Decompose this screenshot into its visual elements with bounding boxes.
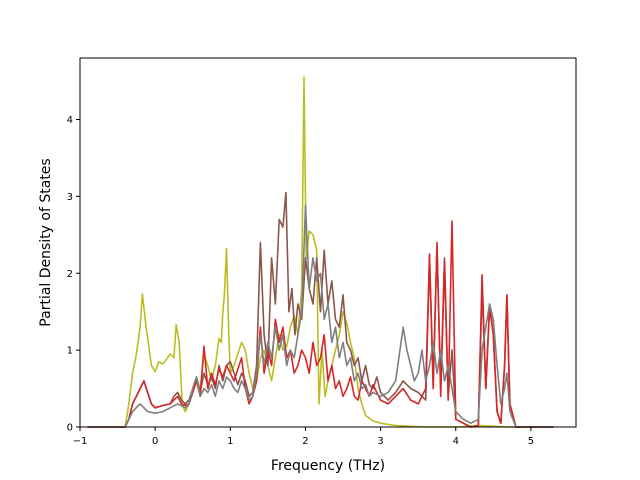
y-tick-label: 4 xyxy=(67,115,73,126)
x-tick-label: 1 xyxy=(227,436,233,447)
x-tick-label: −1 xyxy=(73,436,88,447)
series-layer xyxy=(87,76,554,428)
series-line-4 xyxy=(87,204,554,428)
series-line-1 xyxy=(87,76,554,428)
y-tick-label: 0 xyxy=(67,423,73,434)
x-tick-label: 4 xyxy=(453,436,459,447)
y-tick-label: 3 xyxy=(67,192,73,203)
series-line-3 xyxy=(87,220,554,428)
y-tick-label: 1 xyxy=(67,346,73,357)
x-axis: −1 0 1 2 3 4 5 xyxy=(73,427,534,447)
x-tick-label: 5 xyxy=(528,436,534,447)
y-tick-label: 2 xyxy=(67,269,73,280)
plot-frame xyxy=(79,57,577,428)
x-tick-label: 0 xyxy=(152,436,158,447)
x-axis-title: Frequency (THz) xyxy=(271,458,385,474)
x-tick-label: 3 xyxy=(377,436,383,447)
x-tick-label: 2 xyxy=(302,436,308,447)
y-axis-title: Partial Density of States xyxy=(38,158,54,326)
y-axis: 0 1 2 3 4 xyxy=(67,115,80,434)
